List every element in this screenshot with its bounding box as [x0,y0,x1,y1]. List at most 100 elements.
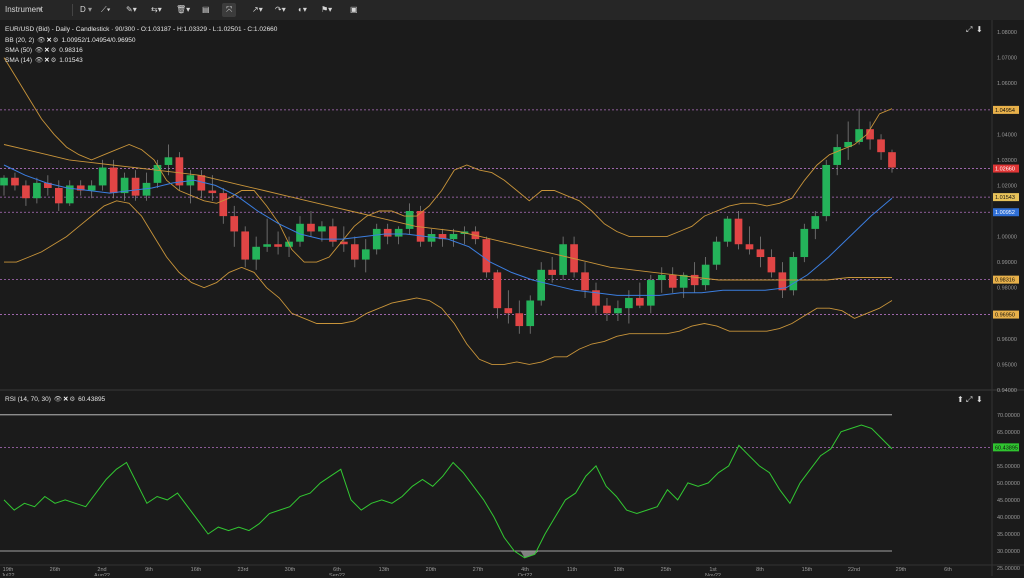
rsi-tick-label: 70.00000 [997,413,1020,419]
candle-down [307,223,315,232]
price-tick-label: 1.04000 [997,132,1017,138]
candle-up [855,129,863,142]
legend-title: EUR/USD (Bid) - Daily - Candlestick · 90… [5,26,278,33]
time-tick-label: 1st [709,567,717,573]
bb-upper-line [3,57,893,263]
expand-icon[interactable]: ⤢ [966,395,973,404]
price-marker-label: 1.04954 [995,108,1015,114]
interval-button[interactable]: D [80,5,86,14]
candle-down [44,182,52,188]
rsi-marker-label: 60.43895 [995,445,1018,451]
move-up-icon[interactable]: ⬆ [957,395,964,404]
interval-dropdown-icon[interactable]: ▾ [88,5,93,14]
candle-down [592,290,600,306]
candle-down [745,244,754,250]
candle-down [76,185,85,191]
rsi-tick-label: 35.00000 [997,532,1020,538]
visibility-icon[interactable]: 👁 [53,396,62,403]
toolbar: Instrument ▾ D ▾ ⟋▾ ✎▾ ⇆▾ 🗑▾ ▤ ⤧ ↗▾ ↷▾ ◐… [0,0,1024,21]
redo-icon[interactable]: ↷▾ [275,5,286,14]
bb-lower-line [4,200,893,365]
legend-rsi: RSI (14, 70, 30) 👁✕⚙ 60.43895 [5,395,105,403]
visibility-icon[interactable]: 👁 [34,47,44,54]
move-down-icon[interactable]: ⬇ [976,25,983,34]
fit-screen-icon[interactable]: ⤧ [222,3,237,17]
remove-icon[interactable]: ✕ [62,396,69,403]
settings-icon[interactable]: ⚙ [50,47,57,54]
price-tick-label: 1.02000 [997,183,1017,189]
instrument-menu-button[interactable]: Instrument [5,5,43,14]
remove-icon[interactable]: ✕ [46,37,52,44]
legend-sma14: SMA (14) 👁✕⚙ 1.01543 [5,56,83,64]
rsi-tick-label: 45.00000 [997,498,1020,504]
candle-up [712,241,721,265]
candle-down [515,313,524,327]
chart-area[interactable]: 1.080001.070001.060001.050001.040001.030… [0,20,1024,578]
candle-up [0,177,8,186]
candle-down [416,211,425,242]
price-marker-label: 0.98316 [995,278,1015,284]
visibility-icon[interactable]: 👁 [34,57,44,64]
settings-icon[interactable]: ⚙ [52,37,59,44]
time-tick-label: 8th [756,567,764,573]
remove-icon[interactable]: ✕ [44,47,50,54]
chart-canvas[interactable]: 1.080001.070001.060001.050001.040001.030… [0,20,1024,578]
candle-down [877,139,885,153]
rsi-value: 60.43895 [78,396,106,403]
settings-icon[interactable]: ⚙ [50,57,57,64]
candle-down [131,177,140,196]
expand-icon[interactable]: ⤢ [966,25,973,34]
trash-icon[interactable]: 🗑▾ [176,5,191,14]
pointer-icon[interactable]: ↗▾ [252,5,263,14]
candle-down [230,216,239,232]
time-tick-label: 13th [379,567,390,573]
price-tick-label: 1.08000 [997,30,1017,36]
time-tick-label: 25th [661,567,672,573]
candle-down [778,272,787,291]
remove-icon[interactable]: ✕ [44,57,50,64]
candle-down [197,175,206,191]
candle-down [340,241,348,245]
line-tool-icon[interactable]: ⟋▾ [101,5,111,14]
candle-up [164,157,173,165]
toolbar-divider [72,4,73,16]
price-tick-label: 1.00000 [997,235,1017,241]
candle-down [219,193,228,217]
price-marker-label: 1.02660 [995,167,1015,173]
candle-up [646,280,655,306]
rsi-tick-label: 30.00000 [997,549,1020,555]
candle-up [394,228,403,237]
candle-up [559,244,567,275]
price-marker-badge [993,193,1019,202]
move-down-icon[interactable]: ⬇ [976,395,983,404]
candle-up [120,177,129,194]
candle-down [734,218,743,245]
visibility-icon[interactable]: 👁 [37,37,46,44]
rsi-tick-label: 55.00000 [997,464,1020,470]
pencil-tool-icon[interactable]: ✎▾ [126,5,137,14]
theme-icon[interactable]: ◐▾ [298,5,307,14]
candle-up [701,264,710,286]
candle-up [142,182,151,196]
instrument-dropdown-icon[interactable]: ▾ [38,5,43,14]
candle-down [274,244,282,247]
time-tick-label: 6th [944,567,952,573]
flag-icon[interactable]: ⚑▾ [321,5,333,14]
price-tick-label: 0.99000 [997,260,1017,266]
time-tick-label: 26th [50,567,61,573]
sma14-value: 1.01543 [59,57,83,64]
settings-icon[interactable]: ▣ [350,5,358,14]
candle-up [372,228,381,250]
settings-icon[interactable]: ⚙ [69,396,76,403]
candle-up [33,182,41,199]
bb-value: 1.00952/1.04954/0.96950 [61,37,136,44]
candle-up [405,211,414,229]
layout-icon[interactable]: ▤ [202,5,210,14]
candle-up [449,234,458,240]
fibonacci-tool-icon[interactable]: ⇆▾ [151,5,162,14]
candle-up [65,185,74,204]
price-tick-label: 1.06000 [997,81,1017,87]
candle-up [296,223,304,242]
time-tick-label: 20th [426,567,437,573]
candle-up [263,244,271,247]
